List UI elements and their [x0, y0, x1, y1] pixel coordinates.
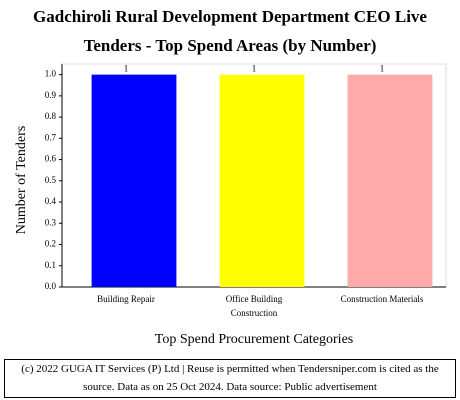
value-label: 1: [380, 64, 385, 74]
y-tick-label: 0.3: [45, 217, 57, 227]
bar: [347, 74, 433, 287]
chart-title: Gadchiroli Rural Development Department …: [33, 7, 427, 55]
footer: (c) 2022 GUGA IT Services (P) Ltd | Reus…: [4, 359, 456, 398]
value-label: 1: [252, 64, 257, 74]
y-tick-label: 0.9: [45, 90, 57, 100]
y-tick-label: 0.4: [45, 196, 57, 206]
y-tick-label: 0.7: [45, 132, 57, 142]
value-label: 1: [124, 64, 129, 74]
y-tick-label: 0.5: [45, 175, 57, 185]
bar: [91, 74, 177, 287]
y-tick-label: 0.1: [45, 260, 56, 270]
y-axis-label: Number of Tenders: [14, 126, 29, 234]
x-tick-label: Building Repair: [97, 294, 155, 304]
x-tick-label: Office Building Construction: [225, 294, 283, 318]
y-tick-label: 0.2: [45, 239, 56, 249]
bar: [219, 74, 305, 287]
y-tick-label: 0.6: [45, 154, 57, 164]
y-tick-label: 0.8: [45, 111, 57, 121]
y-tick-label: 1.0: [45, 69, 57, 79]
y-tick-label: 0.0: [45, 281, 57, 291]
x-axis-label: Top Spend Procurement Categories: [154, 332, 354, 347]
x-tick-label: Construction Materials: [340, 294, 424, 304]
